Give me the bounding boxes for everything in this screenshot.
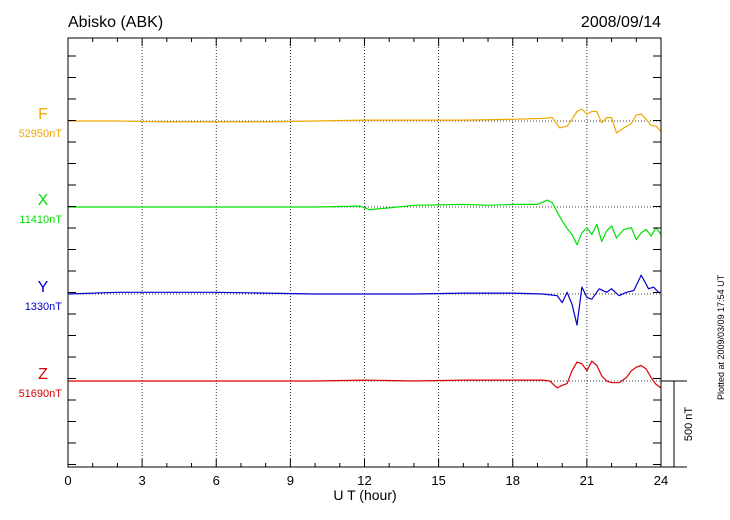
trace-F [68,108,662,134]
trace-Y [67,274,661,326]
trace-X [68,199,662,246]
plotted-timestamp: Plotted at 2009/03/09 17:54 UT [716,274,726,400]
plot-frame [67,37,662,468]
station-title: Abisko (ABK) [68,14,163,31]
scale-bar: 500 nT [661,380,695,468]
trace-name-X: X [38,192,49,209]
trace-baseline-value-F: 52950nT [19,128,63,140]
trace-lines [67,108,662,389]
x-tick-label-24: 24 [654,473,668,488]
trace-baseline-value-Z: 51690nT [19,388,63,400]
time-gridlines [141,38,588,467]
trace-labels: F 52950nT X 11410nT Y 1330nT Z 51690nT [19,106,63,400]
scale-bar-label: 500 nT [683,407,695,442]
x-tick-labels: 0 3 6 9 12 15 18 21 24 [64,473,668,488]
x-tick-label-3: 3 [139,473,146,488]
trace-baseline-value-Y: 1330nT [25,301,63,313]
trace-baseline-value-X: 11410nT [19,214,62,226]
x-tick-label-9: 9 [287,473,294,488]
x-tick-label-15: 15 [431,473,445,488]
x-tick-label-12: 12 [357,473,371,488]
x-axis-label: U T (hour) [333,487,396,503]
date-title: 2008/09/14 [581,14,661,31]
trace-name-F: F [38,106,48,123]
x-tick-label-21: 21 [580,473,594,488]
x-tick-label-0: 0 [64,473,71,488]
axis-ticks [67,38,662,467]
trace-name-Y: Y [38,279,49,296]
x-tick-label-6: 6 [213,473,220,488]
trace-Z [68,360,662,389]
trace-name-Z: Z [38,366,48,383]
x-tick-label-18: 18 [506,473,520,488]
